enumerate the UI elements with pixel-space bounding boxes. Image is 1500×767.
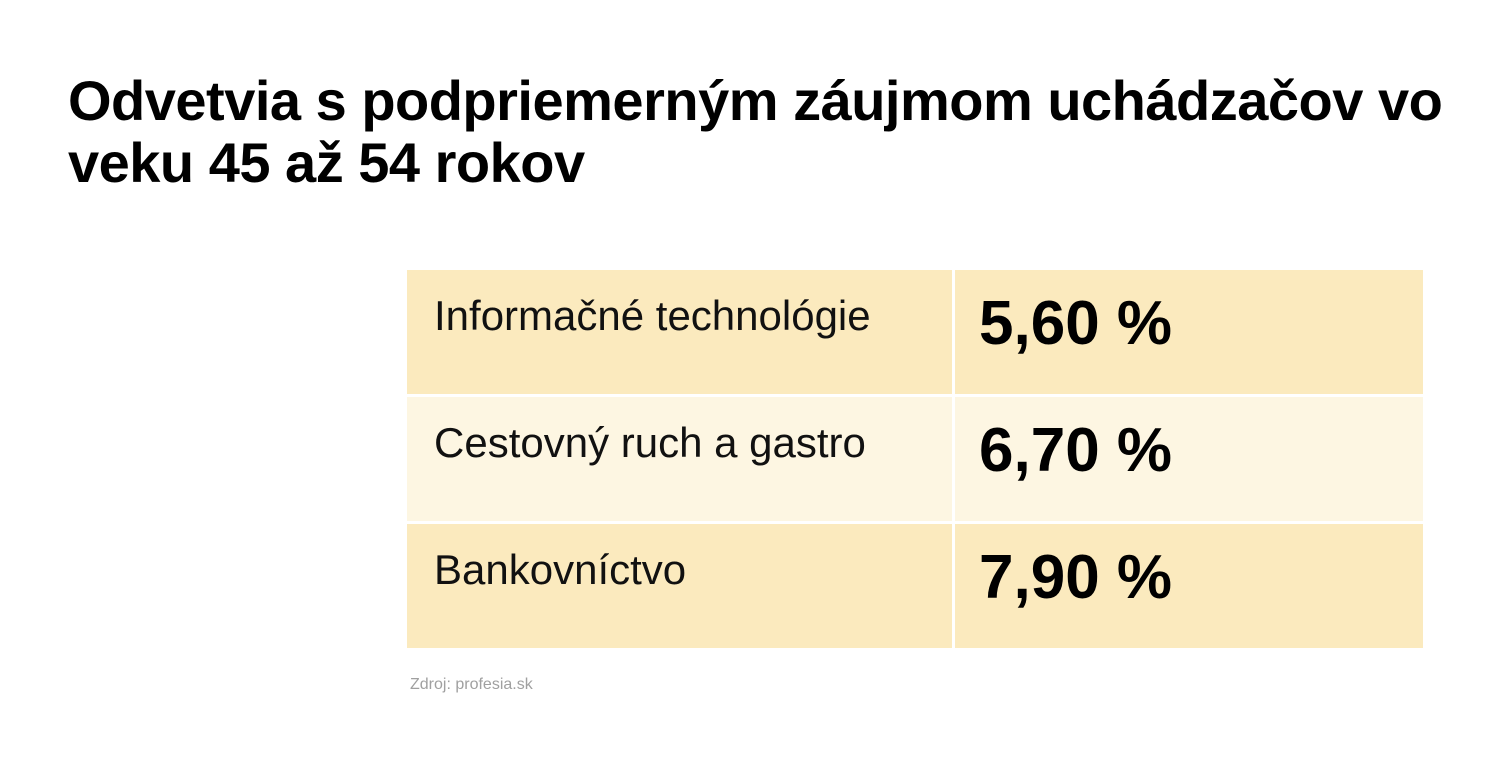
row-label: Bankovníctvo [407, 524, 952, 648]
chart-title: Odvetvia s podpriemerným záujmom uchádza… [68, 69, 1443, 194]
table-row: Informačné technológie 5,60 % [407, 270, 1423, 394]
row-value: 5,60 % [955, 270, 1423, 394]
table-row: Cestovný ruch a gastro 6,70 % [407, 397, 1423, 521]
row-label: Informačné technológie [407, 270, 952, 394]
row-value: 6,70 % [955, 397, 1423, 521]
row-label: Cestovný ruch a gastro [407, 397, 952, 521]
data-table: Informačné technológie 5,60 % Cestovný r… [407, 270, 1423, 648]
row-value: 7,90 % [955, 524, 1423, 648]
table-row: Bankovníctvo 7,90 % [407, 524, 1423, 648]
source-note: Zdroj: profesia.sk [410, 676, 533, 693]
